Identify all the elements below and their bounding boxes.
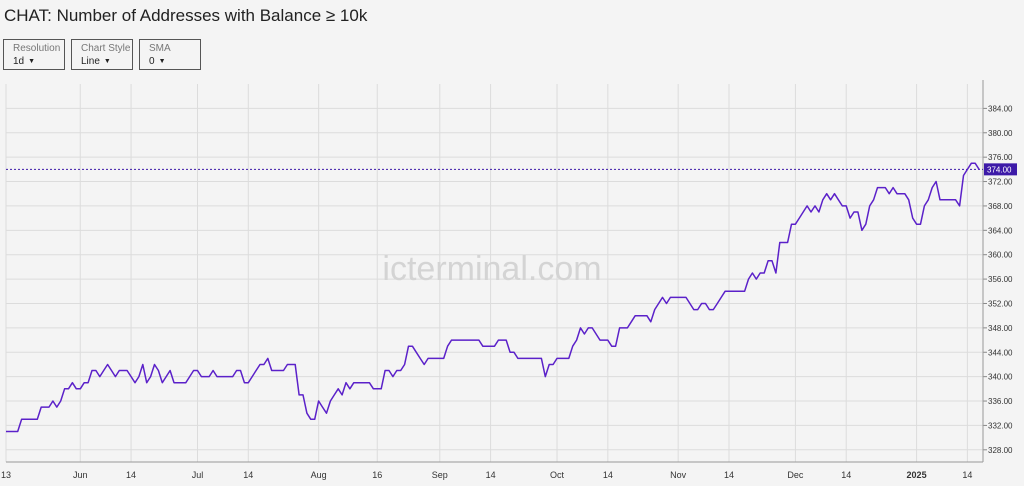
sma-value: 0 [149,56,155,67]
x-tick-label: 14 [126,470,136,480]
y-tick-label: 364.00 [988,226,1013,235]
x-tick-label: 14 [962,470,972,480]
caret-down-icon: ▼ [28,58,36,65]
chart-controls: Resolution 1d ▼ Chart Style Line ▼ SMA 0 ▼ [3,39,201,70]
chart-style-label: Chart Style [81,43,131,54]
y-tick-label: 372.00 [988,178,1013,187]
current-value-badge [984,163,1017,176]
y-tick-label: 380.00 [988,129,1013,138]
y-tick-label: 352.00 [988,299,1013,308]
y-tick-label: 336.00 [988,397,1013,406]
x-tick-label: 14 [724,470,734,480]
x-tick-label: Sep [432,470,448,480]
chart-title: CHAT: Number of Addresses with Balance ≥… [4,6,368,25]
plot-area [6,84,983,462]
resolution-value: 1d [13,56,25,67]
y-tick-label: 344.00 [988,348,1013,357]
y-tick-label: 340.00 [988,373,1013,382]
y-tick-label: 368.00 [988,202,1013,211]
y-tick-label: 360.00 [988,251,1013,260]
x-tick-label: Nov [670,470,687,480]
x-tick-label: 14 [243,470,253,480]
sma-label: SMA [149,43,171,54]
caret-down-icon: ▼ [158,58,166,65]
y-tick-label: 332.00 [988,421,1013,430]
chart-style-dropdown[interactable]: Chart Style Line ▼ [71,39,133,70]
x-tick-label: 13 [1,470,11,480]
series-line [6,162,980,433]
x-tick-label: 14 [603,470,613,480]
resolution-label: Resolution [13,43,61,54]
x-tick-label: 14 [841,470,851,480]
x-tick-label: Oct [550,470,565,480]
x-tick-label: Jun [73,470,88,480]
x-tick-label: 14 [486,470,496,480]
chart-style-value: Line [81,56,100,67]
y-tick-label: 384.00 [988,104,1013,113]
x-tick-label: Jul [192,470,204,480]
watermark: icterminal.com [382,250,601,288]
caret-down-icon: ▼ [103,58,111,65]
current-value-label: 374.00 [987,165,1012,174]
x-tick-label: Aug [311,470,327,480]
resolution-dropdown[interactable]: Resolution 1d ▼ [3,39,65,70]
y-tick-label: 348.00 [988,324,1013,333]
y-tick-label: 328.00 [988,446,1013,455]
x-tick-label: 2025 [907,470,927,480]
x-tick-label: Dec [787,470,804,480]
sma-dropdown[interactable]: SMA 0 ▼ [139,39,201,70]
x-tick-label: 16 [372,470,382,480]
y-tick-label: 356.00 [988,275,1013,284]
y-tick-label: 376.00 [988,153,1013,162]
